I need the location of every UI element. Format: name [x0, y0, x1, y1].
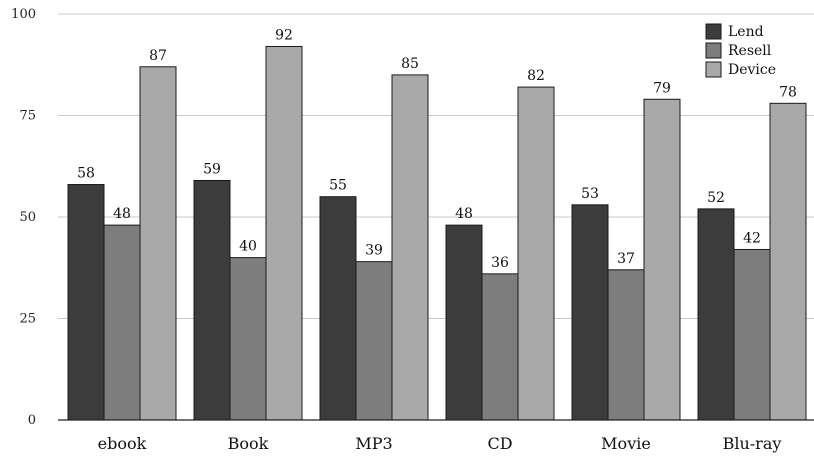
y-tick-label: 25 [19, 312, 36, 327]
legend-label-lend: Lend [728, 24, 764, 40]
bar-resell-book [229, 257, 267, 421]
bar-resell-mp3 [355, 261, 393, 421]
bar-device-mp3 [391, 74, 429, 421]
bar-lend-movie [571, 204, 609, 421]
data-labels: 58 48 87 59 40 92 55 39 85 48 36 82 53 37 79 52 42 78 [77, 27, 797, 270]
y-tick-label: 75 [19, 109, 36, 124]
legend-swatch-device [705, 61, 722, 78]
bar-lend-blu-ray [697, 208, 735, 421]
legend: Lend Resell Device [705, 23, 776, 78]
gridlines [58, 13, 814, 319]
data-label: 59 [203, 161, 221, 177]
data-label: 36 [491, 255, 509, 271]
data-label: 87 [149, 48, 167, 64]
y-tick-label: 100 [11, 7, 36, 22]
data-label: 39 [365, 243, 383, 259]
bar-lend-mp3 [319, 196, 357, 421]
data-label: 37 [617, 251, 635, 267]
bar-lend-cd [445, 224, 483, 421]
x-tick-label: CD [487, 434, 512, 453]
data-label: 55 [329, 178, 347, 194]
legend-label-device: Device [728, 62, 776, 78]
x-tick-label: Blu-ray [723, 434, 782, 453]
x-tick-label: Movie [601, 434, 651, 453]
data-label: 53 [581, 186, 599, 202]
data-label: 48 [455, 206, 473, 222]
legend-swatch-lend [705, 23, 722, 40]
bar-lend-ebook [67, 184, 105, 421]
bar-resell-cd [481, 273, 519, 421]
legend-swatch-resell [705, 42, 722, 59]
bars [67, 45, 807, 421]
bar-lend-book [193, 179, 231, 421]
data-label: 52 [707, 190, 725, 206]
data-label: 92 [275, 27, 293, 43]
data-label: 85 [401, 56, 419, 72]
bar-device-cd [517, 86, 555, 421]
data-label: 79 [653, 80, 671, 96]
x-tick-label: MP3 [355, 434, 392, 453]
y-tick-label: 50 [19, 210, 36, 225]
data-label: 40 [239, 239, 257, 255]
x-axis-ticks: ebook Book MP3 CD Movie Blu-ray [98, 434, 782, 453]
data-label: 82 [527, 68, 545, 84]
data-label: 42 [743, 230, 761, 246]
bar-device-movie [643, 98, 681, 421]
x-tick-label: Book [228, 434, 269, 453]
legend-label-resell: Resell [728, 43, 772, 59]
data-label: 58 [77, 166, 95, 182]
data-label: 48 [113, 206, 131, 222]
bar-resell-blu-ray [733, 248, 771, 421]
y-axis-ticks: 0 25 50 75 100 [11, 7, 36, 428]
bar-device-book [265, 45, 303, 421]
bar-resell-ebook [103, 224, 141, 421]
bar-resell-movie [607, 269, 645, 421]
y-tick-label: 0 [28, 413, 36, 428]
bar-device-ebook [139, 66, 177, 421]
bar-device-blu-ray [769, 102, 807, 421]
data-label: 78 [779, 84, 797, 100]
x-tick-label: ebook [98, 434, 147, 453]
